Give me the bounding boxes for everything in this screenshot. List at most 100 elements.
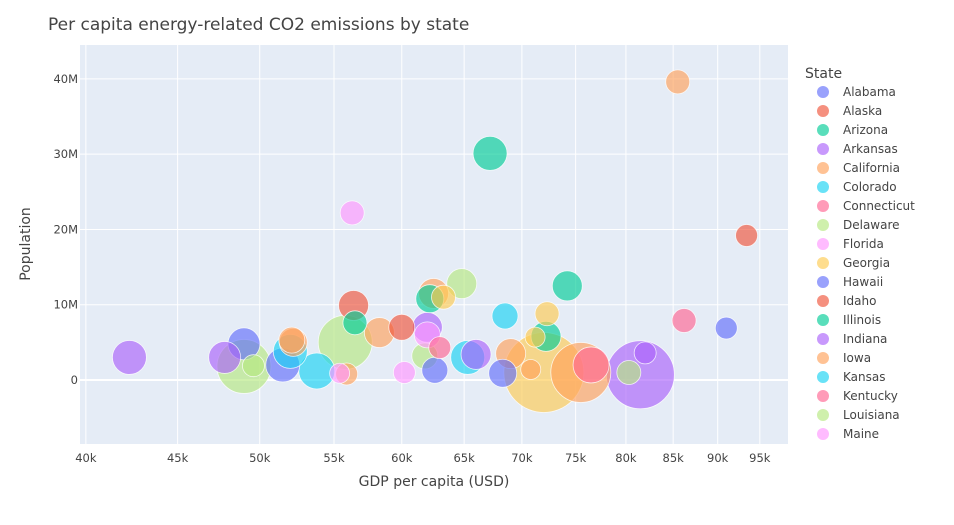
legend-label: Alaska <box>843 104 882 118</box>
legend-label: Delaware <box>843 218 900 232</box>
bubble[interactable] <box>524 326 546 348</box>
legend-marker <box>817 124 829 136</box>
legend-marker <box>817 86 829 98</box>
legend-item[interactable]: Idaho <box>817 294 876 308</box>
bubble[interactable] <box>460 339 492 370</box>
legend-item[interactable]: Georgia <box>817 256 890 270</box>
legend-marker <box>817 162 829 174</box>
y-tick-label: 40M <box>53 72 78 86</box>
legend-item[interactable]: Illinois <box>817 313 881 327</box>
legend-marker <box>817 333 829 345</box>
x-tick-label: 60k <box>391 451 413 465</box>
bubble[interactable] <box>488 358 518 388</box>
x-tick-label: 55k <box>323 451 345 465</box>
bubble[interactable] <box>339 200 365 226</box>
bubble[interactable] <box>329 362 351 384</box>
plot-area <box>80 45 788 444</box>
legend-item[interactable]: Indiana <box>817 332 887 346</box>
legend-marker <box>817 390 829 402</box>
legend-marker <box>817 295 829 307</box>
x-axis-title: GDP per capita (USD) <box>359 474 510 490</box>
bubble[interactable] <box>388 313 416 341</box>
legend-item[interactable]: Kansas <box>817 370 885 384</box>
y-axis-title: Population <box>18 207 34 281</box>
y-axis-ticks: 0 10M 20M 30M 40M <box>53 72 78 387</box>
bubble[interactable] <box>428 336 452 360</box>
x-tick-label: 50k <box>249 451 271 465</box>
legend-item[interactable]: Colorado <box>817 180 897 194</box>
legend-label: Kentucky <box>843 389 898 403</box>
legend-label: Louisiana <box>843 408 900 422</box>
legend-label: Kansas <box>843 370 885 384</box>
legend[interactable]: Alabama Alaska Arizona Arkansas California Co… <box>817 85 915 441</box>
y-tick-label: 0 <box>71 373 78 387</box>
x-tick-label: 85k <box>663 451 685 465</box>
x-axis-ticks: 40k 45k 50k 55k 60k 65k 70k 75k 80k 85k 90k 95k <box>75 451 771 465</box>
legend-item[interactable]: Arizona <box>817 123 888 137</box>
legend-marker <box>817 219 829 231</box>
bubble[interactable] <box>392 361 416 384</box>
legend-item[interactable]: Alabama <box>817 85 896 99</box>
legend-label: Iowa <box>843 351 871 365</box>
bubble[interactable] <box>551 270 583 302</box>
bubble[interactable] <box>572 346 610 384</box>
legend-label: Idaho <box>843 294 876 308</box>
legend-item[interactable]: Connecticut <box>817 199 915 213</box>
bubble[interactable] <box>421 356 449 384</box>
legend-marker <box>817 181 829 193</box>
x-tick-label: 70k <box>511 451 533 465</box>
legend-item[interactable]: Arkansas <box>817 142 898 156</box>
x-tick-label: 65k <box>453 451 475 465</box>
bubble[interactable] <box>671 308 697 333</box>
bubble[interactable] <box>534 301 560 327</box>
bubble[interactable] <box>735 224 758 247</box>
legend-item[interactable]: California <box>817 161 900 175</box>
y-tick-label: 10M <box>53 298 78 312</box>
legend-item[interactable]: Kentucky <box>817 389 898 403</box>
bubble[interactable] <box>431 284 456 310</box>
chart-title: Per capita energy-related CO2 emissions … <box>48 15 469 35</box>
bubble[interactable] <box>242 354 265 378</box>
x-tick-label: 95k <box>749 451 771 465</box>
bubble[interactable] <box>342 310 368 336</box>
legend-marker <box>817 371 829 383</box>
x-tick-label: 40k <box>75 451 97 465</box>
bubble[interactable] <box>520 359 542 380</box>
legend-label: Maine <box>843 427 879 441</box>
bubble[interactable] <box>616 360 642 385</box>
legend-marker <box>817 276 829 288</box>
legend-label: Alabama <box>843 85 896 99</box>
bubble[interactable] <box>208 341 242 374</box>
legend-marker <box>817 143 829 155</box>
legend-label: Arizona <box>843 123 888 137</box>
legend-label: California <box>843 161 900 175</box>
x-tick-label: 80k <box>615 451 637 465</box>
bubble[interactable] <box>665 69 691 95</box>
y-tick-label: 20M <box>53 222 78 236</box>
x-tick-label: 45k <box>167 451 189 465</box>
x-tick-label: 75k <box>565 451 587 465</box>
legend-label: Florida <box>843 237 884 251</box>
legend-marker <box>817 257 829 269</box>
legend-marker <box>817 352 829 364</box>
legend-title: State <box>805 66 842 82</box>
legend-item[interactable]: Florida <box>817 237 884 251</box>
legend-item[interactable]: Hawaii <box>817 275 883 289</box>
legend-item[interactable]: Louisiana <box>817 408 900 422</box>
bubble[interactable] <box>491 302 519 330</box>
legend-item[interactable]: Iowa <box>817 351 871 365</box>
bubble[interactable] <box>472 136 508 171</box>
bubble[interactable] <box>278 326 306 354</box>
bubble[interactable] <box>112 340 147 375</box>
bubbles <box>112 69 758 413</box>
legend-item[interactable]: Delaware <box>817 218 900 232</box>
legend-marker <box>817 428 829 440</box>
y-tick-label: 30M <box>53 147 78 161</box>
bubble[interactable] <box>714 316 738 340</box>
legend-marker <box>817 238 829 250</box>
bubble[interactable] <box>633 341 657 365</box>
legend-item[interactable]: Maine <box>817 427 879 441</box>
legend-label: Colorado <box>843 180 897 194</box>
legend-item[interactable]: Alaska <box>817 104 882 118</box>
